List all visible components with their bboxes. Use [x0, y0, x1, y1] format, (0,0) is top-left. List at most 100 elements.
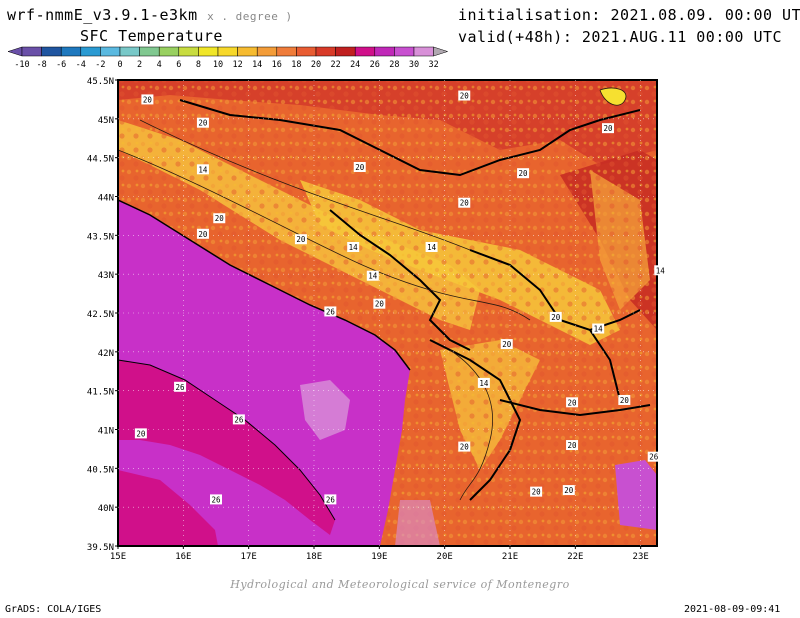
contour-label: 14 [349, 243, 359, 252]
legend-tick-label: 20 [311, 60, 321, 70]
legend-tick-label: 6 [176, 60, 181, 70]
legend-tick-label: 10 [213, 60, 223, 70]
contour-label: 20 [143, 95, 153, 104]
contour-label: 20 [568, 441, 578, 450]
contour-label: 26 [211, 495, 221, 504]
lat-label: 45.5N [87, 77, 114, 87]
contour-20-south [449, 349, 493, 501]
contour-label-box [324, 494, 337, 505]
timestamp: 2021-08-09-09:41 [684, 604, 781, 615]
adriatic-sea [118, 200, 410, 546]
contour-label-box [210, 494, 222, 505]
legend-tick-label: -4 [76, 60, 86, 70]
valid-time: valid(+48h): 2021.AUG.11 00:00 UTC [458, 28, 783, 46]
contour-label: 14 [198, 165, 208, 174]
contour-label-box [196, 228, 209, 239]
contour-label: 20 [532, 488, 542, 497]
lat-label: 45N [98, 116, 114, 126]
axis-labels: 45.5N 45N 44.5N 44N 43.5N 43N 42.5N 42N 41.5N 41N… [87, 77, 649, 562]
contour-label: 20 [296, 235, 306, 244]
legend-tick-label: 8 [196, 60, 201, 70]
contour-label-box [425, 241, 438, 252]
contour-label: 20 [198, 119, 208, 128]
model-title: wrf-nmmE_v3.9.1-e3km x . degree ) [7, 6, 293, 24]
lon-label: 19E [371, 552, 387, 562]
color-legend: -10 -8 -6 -4 -2 0 2 4 6 8 10 12 14 16 18 20 22 24 26 28 30 32 [7, 46, 449, 70]
lat-label: 39.5N [87, 543, 114, 553]
contour-20 [139, 119, 471, 251]
variable-title: SFC Temperature [80, 27, 223, 45]
contour-label: 20 [502, 340, 512, 349]
contour-label: 26 [326, 307, 336, 316]
sea-patch-1 [300, 380, 350, 440]
contour-label: 14 [368, 272, 378, 281]
contour-label-box [347, 241, 360, 252]
legend-tick-label: 16 [272, 60, 282, 70]
lat-label: 43N [98, 271, 114, 281]
contour-label-box [196, 117, 209, 128]
legend-tick-label: 28 [389, 60, 399, 70]
coastline [118, 199, 411, 371]
contour-labels: 20 20 20 20 14 20 20 20 20 20 20 14 14 14 14 20 26 20 14 20… [134, 90, 667, 505]
contour-label: 20 [568, 398, 578, 407]
contour-label: 14 [594, 325, 604, 334]
lon-label: 20E [437, 552, 453, 562]
contour-label: 20 [551, 313, 561, 322]
lat-label: 40.5N [87, 465, 114, 475]
model-unit: x . degree ) [207, 10, 293, 23]
lon-label: 21E [502, 552, 518, 562]
contour-label-box [562, 485, 575, 496]
map-fill [118, 80, 657, 546]
contour-label-box [500, 339, 513, 350]
italy-south [118, 470, 218, 546]
legend-tick-label: 12 [232, 60, 242, 70]
legend-tick-label: 4 [157, 60, 162, 70]
contour-label-box [353, 161, 366, 172]
contour-label: 20 [198, 230, 208, 239]
contour-14 [118, 149, 531, 321]
legend-tick-label: 14 [252, 60, 262, 70]
contour-label: 20 [460, 199, 470, 208]
contour-label: 26 [649, 453, 659, 462]
lat-label: 42.5N [87, 310, 114, 320]
contour-label-box [530, 486, 543, 497]
legend-tick-label: 26 [370, 60, 380, 70]
contour-label: 20 [460, 92, 470, 101]
legend-tick-label: 22 [330, 60, 340, 70]
contour-label: 20 [355, 163, 365, 172]
lon-label: 16E [175, 552, 191, 562]
contour-label-box [566, 397, 579, 408]
lon-label: 22E [567, 552, 583, 562]
legend-tick-label: -2 [95, 60, 105, 70]
lon-label: 18E [306, 552, 322, 562]
contour-label-box [602, 123, 614, 134]
contour-label: 20 [620, 396, 630, 405]
contour-label-box [174, 381, 187, 392]
legend-tick-label: 30 [409, 60, 419, 70]
contour-label-box [373, 298, 386, 309]
border-albania [429, 339, 522, 501]
aegean-patch [615, 460, 657, 530]
contour-label-box [196, 164, 209, 175]
contour-label-box [324, 306, 337, 317]
contour-label-box [549, 311, 562, 322]
contour-label-box [654, 265, 667, 276]
contour-label-box [592, 323, 605, 334]
contour-label: 14 [656, 266, 666, 275]
lat-label: 44.5N [87, 155, 114, 165]
contour-label-box [232, 414, 245, 425]
lat-label: 40N [98, 504, 114, 514]
lat-label: 42N [98, 349, 114, 359]
legend-tick-label: 24 [350, 60, 360, 70]
lon-label: 15E [110, 552, 126, 562]
contour-label: 20 [564, 486, 574, 495]
contour-label: 26 [326, 495, 336, 504]
contour-label: 20 [603, 124, 613, 133]
lat-label: 44N [98, 194, 114, 204]
agency-subtitle: Hydrological and Meteorological service … [230, 578, 570, 591]
cool-spot [599, 87, 627, 106]
contour-label-box [517, 168, 530, 179]
contour-label-box [294, 234, 307, 245]
legend-tick-label: -10 [14, 60, 29, 70]
